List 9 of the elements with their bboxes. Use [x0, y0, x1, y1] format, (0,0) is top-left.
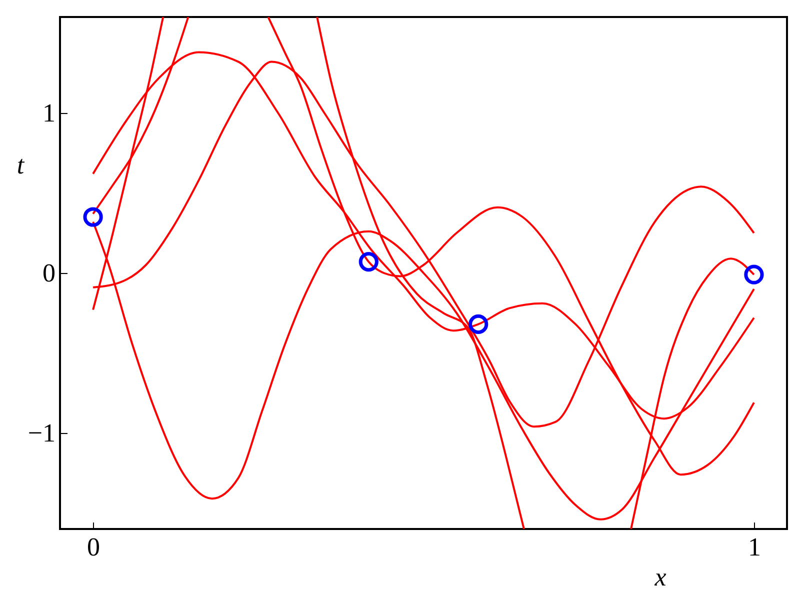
y-tick-label: 0 — [42, 258, 56, 288]
x-axis-title: x — [654, 562, 667, 592]
point — [744, 264, 764, 284]
point — [358, 252, 378, 272]
point — [83, 207, 103, 227]
y-tick-label: 1 — [42, 98, 56, 128]
y-axis-title: t — [16, 150, 25, 180]
y-tick-label: −1 — [28, 418, 56, 448]
point — [468, 314, 488, 334]
